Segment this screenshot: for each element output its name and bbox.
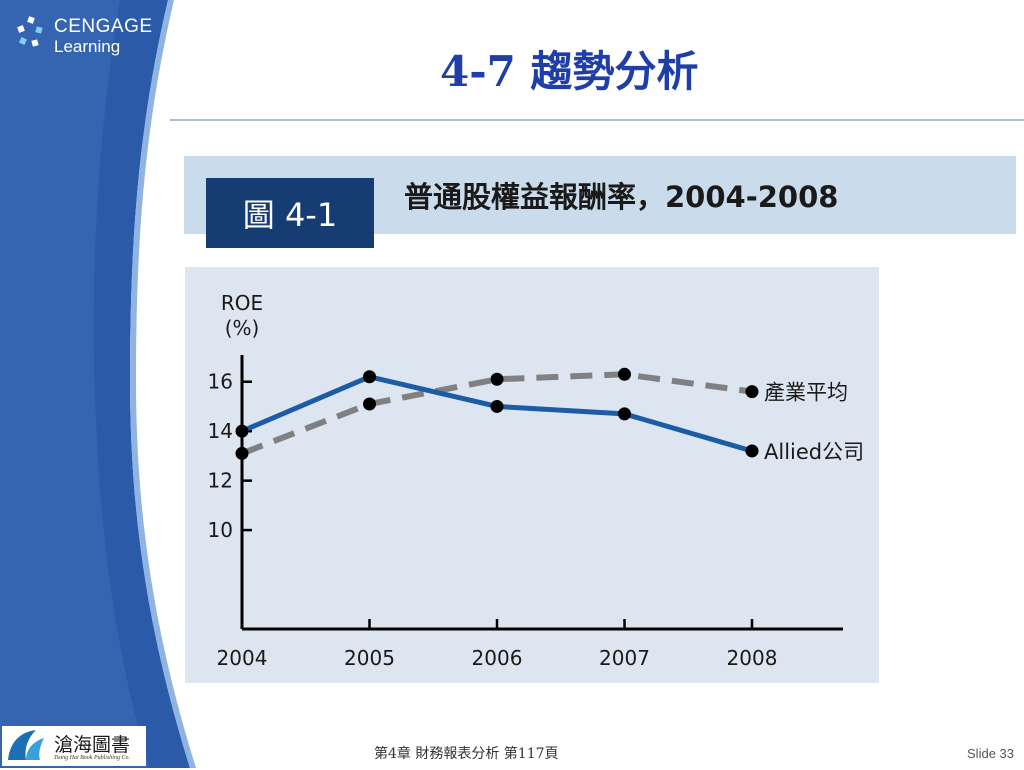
footer-page-info: 第4章 財務報表分析 第117頁 <box>374 746 559 762</box>
publisher-logo: 滄海圖書 Tsang Hai Book Publishing Co. <box>2 726 146 766</box>
series-line-0 <box>240 371 753 457</box>
logo-line2: Learning <box>54 37 121 56</box>
publisher-logo-icon <box>2 726 48 766</box>
roe-line-chart: ROE(%) 10 12 14 16 2004 2005 2006 2007 2008 產業平均 Al… <box>208 291 865 670</box>
data-point <box>618 367 631 381</box>
cengage-logo: CENGAGE Learning <box>14 14 164 58</box>
x-tick-label: 2006 <box>472 646 523 670</box>
x-tick-label: 2004 <box>217 646 268 670</box>
figure-caption: 普通股權益報酬率，2004-2008 <box>404 180 839 214</box>
publisher-name: 滄海圖書 <box>54 734 131 756</box>
data-point <box>235 424 249 438</box>
y-axis-label: ROE <box>221 291 263 315</box>
logo-line1: CENGAGE <box>54 16 153 37</box>
y-tick-label: 10 <box>208 518 233 542</box>
data-point <box>235 446 249 460</box>
side-panel <box>0 0 196 768</box>
data-point <box>363 397 376 411</box>
title-divider <box>170 119 1024 121</box>
data-point <box>490 372 504 386</box>
x-tick-label: 2005 <box>344 646 395 670</box>
series-line-1 <box>241 374 753 454</box>
publisher-subtitle: Tsang Hai Book Publishing Co. <box>54 755 130 761</box>
slide-number: Slide 33 <box>967 746 1014 761</box>
y-tick-label: 14 <box>208 419 233 443</box>
y-axis-label: (%) <box>225 316 260 340</box>
y-tick-label: 12 <box>208 469 233 493</box>
slide-title: 4-7 趨勢分析 <box>440 47 699 96</box>
data-point <box>490 399 504 413</box>
y-tick-label: 16 <box>208 370 233 394</box>
series-label: Allied公司 <box>764 440 864 464</box>
figure-label: 圖 4-1 <box>206 178 374 248</box>
cengage-logo-icon <box>17 16 43 47</box>
x-tick-label: 2007 <box>599 646 650 670</box>
series-label: 產業平均 <box>764 381 848 405</box>
data-point <box>618 407 631 421</box>
data-point <box>745 385 759 399</box>
x-tick-label: 2008 <box>727 646 778 670</box>
data-point <box>745 444 759 458</box>
chart-panel: ROE (%) 10 12 14 16 2004 2005 2006 2007 2008 產業平均 Al… <box>185 267 879 683</box>
data-point <box>363 370 376 384</box>
